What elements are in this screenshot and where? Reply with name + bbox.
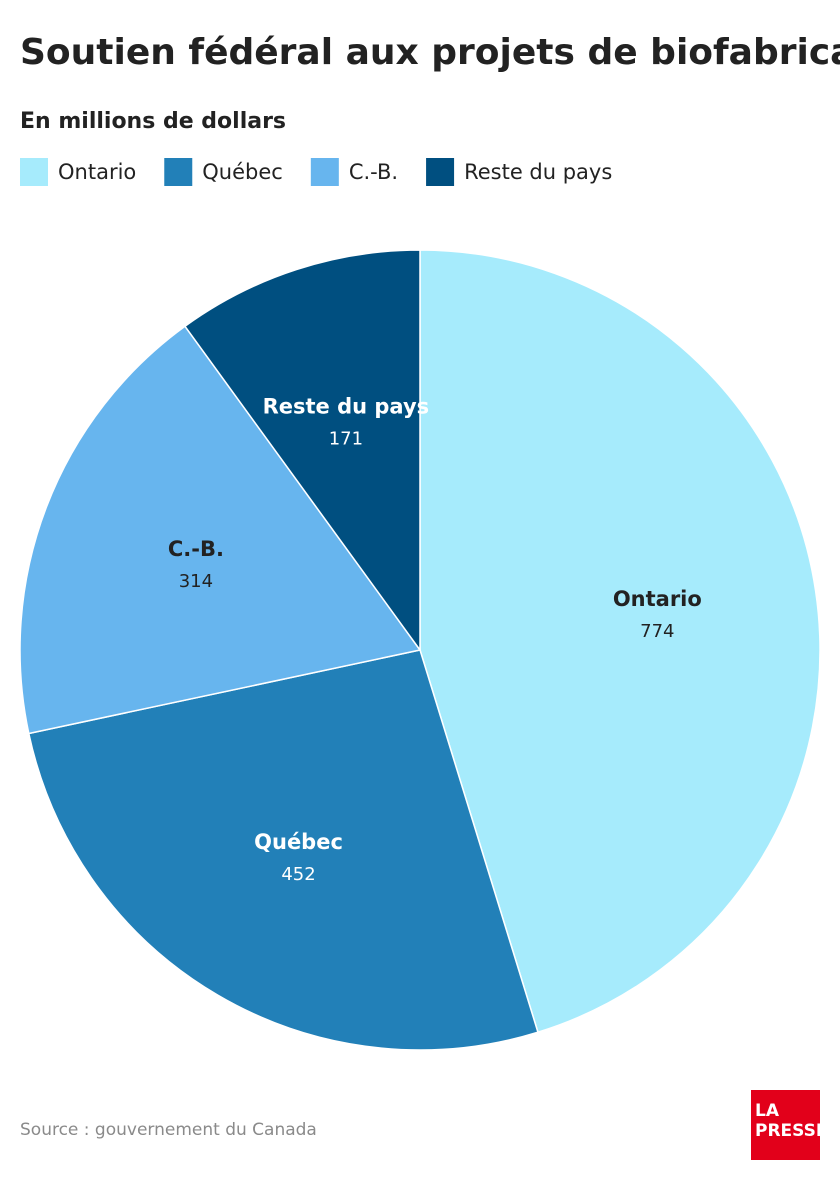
legend-label: Québec (202, 160, 283, 184)
legend-label: C.-B. (349, 160, 398, 184)
legend-swatch (310, 158, 339, 186)
slice-value: 314 (179, 571, 213, 592)
slice-label: Reste du pays (263, 395, 430, 419)
pie-slice (19, 325, 422, 735)
legend: Ontario Québec C.-B. Reste du pays (20, 158, 612, 186)
legend-label: Ontario (58, 160, 136, 184)
slice-value: 171 (329, 429, 363, 450)
legend-swatch (20, 158, 48, 186)
logo-text: LA (755, 1101, 780, 1121)
logo-box (751, 1090, 820, 1160)
chart-subtitle: En millions de dollars (20, 109, 286, 134)
legend-swatch (164, 158, 193, 186)
pie-slice (183, 249, 421, 653)
pie (19, 249, 821, 1051)
pie-slice (419, 249, 821, 1034)
labels: Ontario 774 Québec 452 C.-B. 314 Reste du pays… (168, 395, 702, 885)
slice-value: 774 (640, 621, 674, 642)
source: Source : gouvernement du Canada (20, 1120, 317, 1140)
chart-title: Soutien fédéral aux projets de biofabric… (20, 32, 840, 73)
legend-label: Reste du pays (464, 160, 612, 184)
slice-value: 452 (281, 864, 315, 885)
slice-label: Ontario (613, 587, 702, 611)
pie-slice (27, 649, 539, 1051)
slice-label: Québec (254, 830, 343, 854)
slice-label: C.-B. (168, 537, 224, 561)
logo-text: PRESSE (755, 1121, 828, 1141)
legend-swatch (426, 158, 455, 186)
